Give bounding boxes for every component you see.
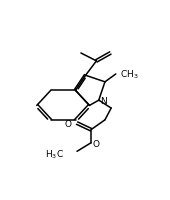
Text: N: N: [100, 97, 107, 106]
Text: O: O: [92, 139, 100, 148]
Text: H$_3$C: H$_3$C: [45, 148, 64, 160]
Text: O: O: [65, 120, 72, 129]
Text: CH$_3$: CH$_3$: [121, 68, 139, 81]
